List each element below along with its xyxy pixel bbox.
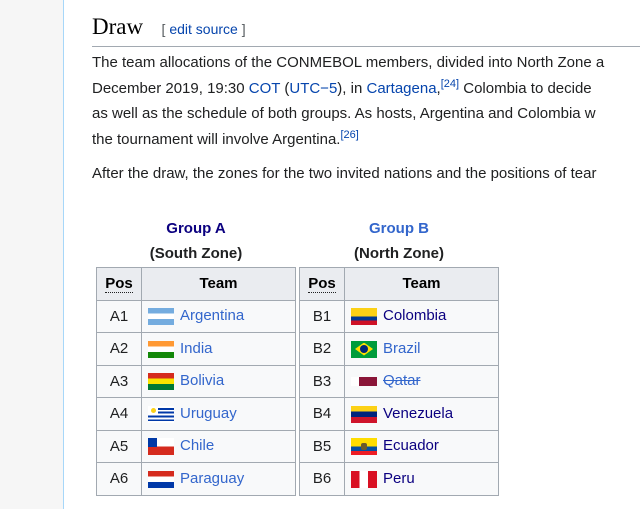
team-link[interactable]: Qatar bbox=[383, 372, 421, 390]
group-zone: (South Zone) bbox=[149, 245, 243, 262]
utc-link[interactable]: UTC−5 bbox=[289, 79, 338, 97]
team-header: Team bbox=[344, 267, 499, 301]
team-link[interactable]: Uruguay bbox=[180, 404, 237, 422]
edit-section: [ edit source ] bbox=[161, 21, 246, 37]
group-caption: Group B (North Zone) bbox=[299, 216, 499, 266]
uruguay-flag-icon bbox=[148, 405, 174, 423]
pos-header: Pos bbox=[96, 267, 142, 301]
table-row: A3 Bolivia bbox=[96, 364, 296, 398]
table-row: A4 Uruguay bbox=[96, 397, 296, 431]
team-cell: Colombia bbox=[344, 299, 499, 333]
cot-link[interactable]: COT bbox=[248, 79, 281, 97]
ref-24[interactable]: [24] bbox=[440, 77, 460, 90]
position-cell: B1 bbox=[299, 299, 345, 333]
team-cell: Ecuador bbox=[344, 429, 499, 463]
bolivia-flag-icon bbox=[148, 373, 174, 391]
group-title-link[interactable]: Group B bbox=[369, 220, 429, 237]
argentina-flag-icon bbox=[148, 308, 174, 326]
peru-flag-icon bbox=[351, 470, 377, 488]
table-row: B6 Peru bbox=[299, 462, 499, 496]
position-cell: B5 bbox=[299, 429, 345, 463]
paragraph-1: The team allocations of the CONMEBOL mem… bbox=[92, 54, 605, 148]
table-row: A2 India bbox=[96, 332, 296, 366]
position-cell: A5 bbox=[96, 429, 142, 463]
article-content: Draw [ edit source ] The team allocation… bbox=[63, 0, 640, 509]
team-cell: Bolivia bbox=[141, 364, 296, 398]
team-cell: Qatar bbox=[344, 364, 499, 398]
india-flag-icon bbox=[148, 340, 174, 358]
ref-26[interactable]: [26] bbox=[340, 128, 359, 141]
group-b-table: Group B (North Zone) Pos Team B1 Colombia B2 B… bbox=[299, 216, 499, 496]
team-cell: Argentina bbox=[141, 299, 296, 333]
position-cell: B4 bbox=[299, 397, 345, 431]
team-link[interactable]: Bolivia bbox=[180, 372, 225, 390]
table-row: B5 Ecuador bbox=[299, 429, 499, 463]
table-row: A1 Argentina bbox=[96, 299, 296, 333]
position-cell: A1 bbox=[96, 299, 142, 333]
chile-flag-icon bbox=[148, 438, 174, 456]
team-link[interactable]: Brazil bbox=[383, 339, 421, 357]
team-header: Team bbox=[141, 267, 296, 301]
team-cell: Chile bbox=[141, 429, 296, 463]
team-cell: Brazil bbox=[344, 332, 499, 366]
position-cell: B2 bbox=[299, 332, 345, 366]
position-cell: A4 bbox=[96, 397, 142, 431]
qatar-flag-icon bbox=[351, 373, 377, 390]
group-a-table: Group A (South Zone) Pos Team A1 Argentina A2… bbox=[96, 216, 296, 496]
team-link[interactable]: Ecuador bbox=[383, 437, 439, 455]
venezuela-flag-icon bbox=[351, 405, 377, 423]
team-cell: Venezuela bbox=[344, 397, 499, 431]
paragraph-2: After the draw, the zones for the two in… bbox=[92, 165, 597, 182]
header-row: Pos Team bbox=[299, 267, 499, 301]
ecuador-flag-icon bbox=[351, 438, 377, 456]
team-link[interactable]: India bbox=[180, 339, 213, 357]
position-cell: A2 bbox=[96, 332, 142, 366]
group-caption: Group A (South Zone) bbox=[96, 216, 296, 266]
team-link[interactable]: Chile bbox=[180, 437, 215, 455]
edit-source-link[interactable]: edit source bbox=[169, 21, 238, 37]
table-row: B2 Brazil bbox=[299, 332, 499, 366]
section-title: Draw bbox=[92, 14, 144, 39]
table-row: A5 Chile bbox=[96, 429, 296, 463]
team-cell: Uruguay bbox=[141, 397, 296, 431]
group-zone: (North Zone) bbox=[354, 245, 444, 262]
team-link[interactable]: Paraguay bbox=[180, 469, 245, 487]
position-cell: A6 bbox=[96, 462, 142, 496]
team-link[interactable]: Argentina bbox=[180, 307, 245, 325]
team-link[interactable]: Peru bbox=[383, 469, 415, 487]
group-title-link[interactable]: Group A bbox=[166, 220, 226, 237]
header-row: Pos Team bbox=[96, 267, 296, 301]
team-cell: Paraguay bbox=[141, 462, 296, 496]
table-row: B1 Colombia bbox=[299, 299, 499, 333]
cartagena-link[interactable]: Cartagena bbox=[366, 79, 437, 97]
table-row: B4 Venezuela bbox=[299, 397, 499, 431]
brazil-flag-icon bbox=[351, 340, 377, 358]
pos-header: Pos bbox=[299, 267, 345, 301]
team-cell: India bbox=[141, 332, 296, 366]
paraguay-flag-icon bbox=[148, 470, 174, 488]
table-row: B3 Qatar bbox=[299, 364, 499, 398]
section-heading: Draw [ edit source ] bbox=[92, 10, 640, 47]
table-row: A6 Paraguay bbox=[96, 462, 296, 496]
team-link[interactable]: Colombia bbox=[383, 307, 447, 325]
colombia-flag-icon bbox=[351, 308, 377, 326]
team-cell: Peru bbox=[344, 462, 499, 496]
team-link[interactable]: Venezuela bbox=[383, 404, 454, 422]
position-cell: A3 bbox=[96, 364, 142, 398]
struck-team: Qatar bbox=[383, 372, 421, 389]
position-cell: B6 bbox=[299, 462, 345, 496]
position-cell: B3 bbox=[299, 364, 345, 398]
